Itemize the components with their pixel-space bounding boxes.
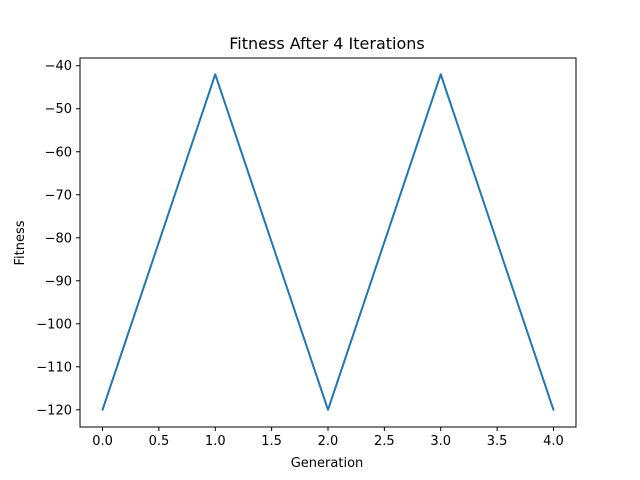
x-tick-label: 2.5 — [374, 434, 395, 449]
y-tick-label: −120 — [36, 403, 72, 418]
y-tick-label: −80 — [45, 231, 72, 246]
series-layer — [101, 73, 555, 411]
y-tick-label: −90 — [45, 274, 72, 289]
y-tick-label: −60 — [45, 145, 72, 160]
x-axis-label: Generation — [291, 456, 364, 471]
x-tick-label: 0.5 — [149, 434, 170, 449]
x-tick-label: 1.5 — [261, 434, 282, 449]
y-axis-label: Fitness — [13, 220, 28, 265]
y-tick-label: −110 — [36, 360, 72, 375]
x-tick-label: 1.0 — [205, 434, 226, 449]
chart-title: Fitness After 4 Iterations — [229, 34, 424, 53]
x-axis-ticks: 0.0 0.5 1.0 1.5 2.0 2.5 3.0 3.5 4.0 — [92, 427, 564, 449]
x-tick-label: 4.0 — [543, 434, 564, 449]
x-tick-label: 3.5 — [487, 434, 508, 449]
y-tick-label: −100 — [36, 317, 72, 332]
series-line-0 — [101, 73, 555, 411]
x-tick-label: 3.0 — [430, 434, 451, 449]
x-tick-label: 0.0 — [92, 434, 113, 449]
y-axis-ticks: −120 −110 −100 −90 −80 −70 −60 −50 −40 — [36, 59, 80, 418]
x-tick-label: 2.0 — [318, 434, 339, 449]
y-tick-label: −40 — [45, 59, 72, 74]
y-tick-label: −70 — [45, 188, 72, 203]
y-tick-label: −50 — [45, 102, 72, 117]
